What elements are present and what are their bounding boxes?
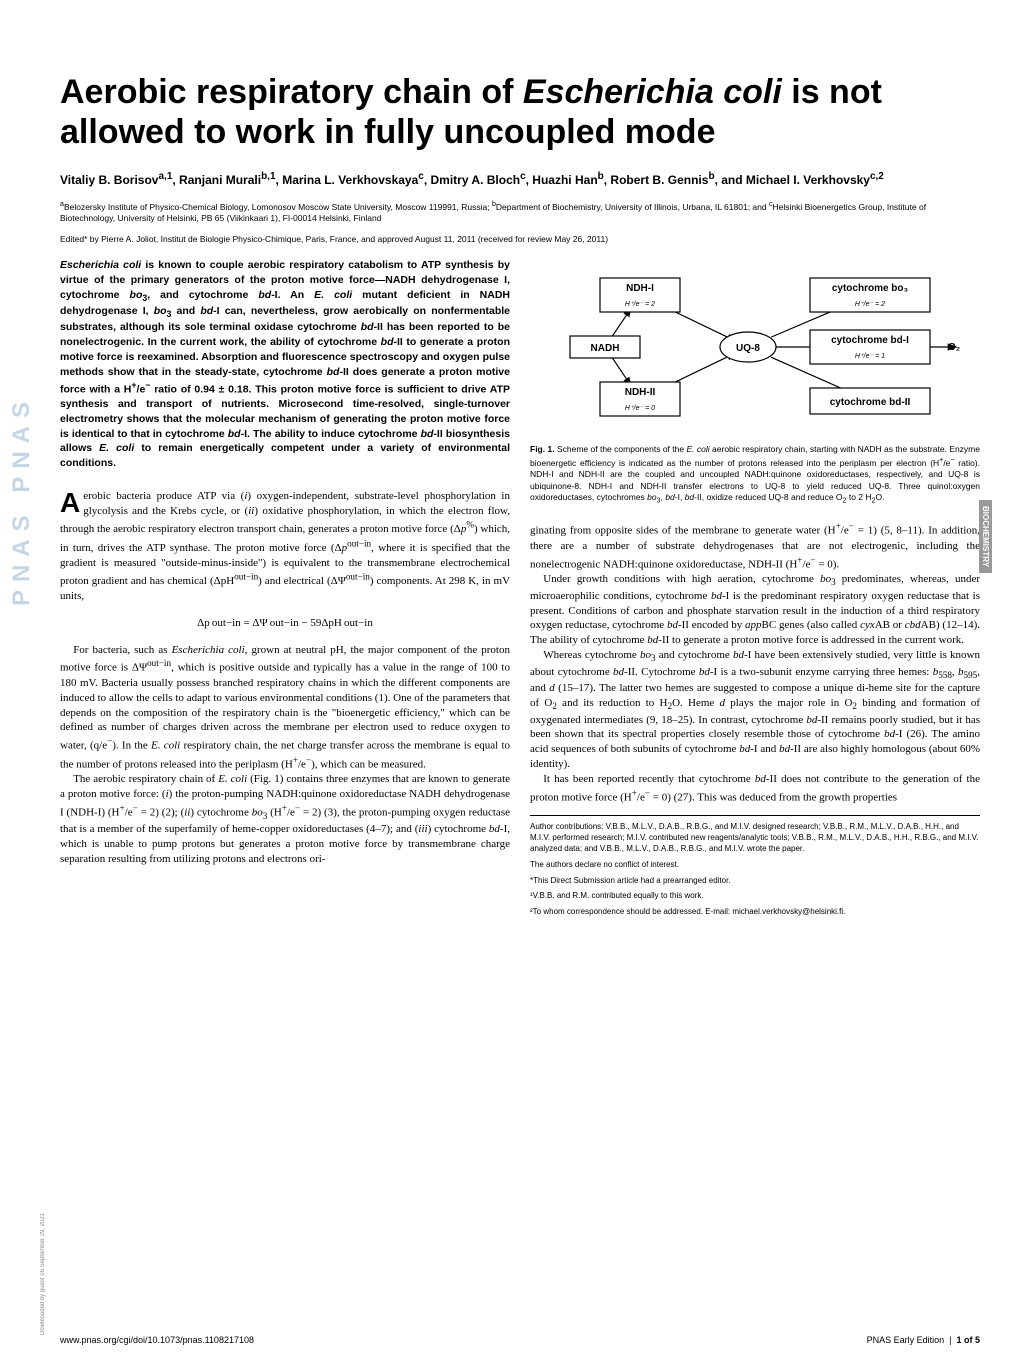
journal-sidebar-logo: PNAS PNAS: [8, 200, 46, 800]
figure-1: NDH-I H⁺/e⁻ = 2 NADH NDH-II H⁺/e⁻ = 0 UQ-8 cyt…: [530, 258, 980, 506]
svg-text:cytochrome bo₃: cytochrome bo₃: [832, 283, 909, 294]
svg-text:O₂: O₂: [948, 342, 960, 353]
svg-text:H⁺/e⁻ = 2: H⁺/e⁻ = 2: [855, 301, 885, 308]
svg-text:NADH: NADH: [591, 343, 620, 354]
svg-text:H⁺/e⁻ = 2: H⁺/e⁻ = 2: [625, 301, 655, 308]
dropcap: A: [60, 489, 83, 515]
body-p2: For bacteria, such as Escherichia coli, …: [60, 643, 510, 773]
page-content: Aerobic respiratory chain of Escherichia…: [60, 72, 980, 923]
svg-text:H⁺/e⁻ = 1: H⁺/e⁻ = 1: [855, 353, 885, 360]
figure-1-caption: Fig. 1. Scheme of the components of the …: [530, 444, 980, 506]
fn-contributions: Author contributions: V.B.B., M.L.V., D.…: [530, 822, 980, 854]
download-note: Downloaded by guest on September 29, 202…: [40, 1213, 46, 1335]
left-column: Escherichia coli is known to couple aero…: [60, 258, 510, 923]
svg-text:H⁺/e⁻ = 0: H⁺/e⁻ = 0: [625, 405, 655, 412]
body-right: ginating from opposite sides of the memb…: [530, 520, 980, 805]
editor-note: Edited* by Pierre A. Joliot, Institut de…: [60, 234, 980, 244]
affiliations: aBelozersky Institute of Physico-Chemica…: [60, 200, 980, 225]
body-r-p3: Whereas cytochrome bo3 and cytochrome bd…: [530, 648, 980, 772]
footnotes: Author contributions: V.B.B., M.L.V., D.…: [530, 815, 980, 918]
pnas-logo-text: PNAS PNAS: [8, 394, 46, 606]
svg-text:NDH-II: NDH-II: [625, 387, 656, 398]
fn-equal: ¹V.B.B. and R.M. contributed equally to …: [530, 891, 980, 902]
svg-text:UQ-8: UQ-8: [736, 343, 760, 354]
footer-doi: www.pnas.org/cgi/doi/10.1073/pnas.110821…: [60, 1335, 254, 1345]
fn-conflict: The authors declare no conflict of inter…: [530, 860, 980, 871]
figure-1-diagram: NDH-I H⁺/e⁻ = 2 NADH NDH-II H⁺/e⁻ = 0 UQ-8 cyt…: [530, 258, 980, 433]
abstract: Escherichia coli is known to couple aero…: [60, 258, 510, 470]
body-left: Aerobic bacteria produce ATP via (i) oxy…: [60, 489, 510, 867]
right-column: NDH-I H⁺/e⁻ = 2 NADH NDH-II H⁺/e⁻ = 0 UQ-8 cyt…: [530, 258, 980, 923]
two-column-layout: Escherichia coli is known to couple aero…: [60, 258, 980, 923]
article-title: Aerobic respiratory chain of Escherichia…: [60, 72, 980, 152]
svg-text:cytochrome bd-II: cytochrome bd-II: [830, 397, 911, 408]
fn-correspondence: ²To whom correspondence should be addres…: [530, 907, 980, 918]
section-label: BIOCHEMISTRY: [979, 500, 992, 573]
body-r-p4: It has been reported recently that cytoc…: [530, 772, 980, 805]
author-list: Vitaliy B. Borisova,1, Ranjani Muralib,1…: [60, 170, 980, 189]
svg-text:cytochrome bd-I: cytochrome bd-I: [831, 335, 909, 346]
page-footer: www.pnas.org/cgi/doi/10.1073/pnas.110821…: [60, 1335, 980, 1345]
body-r-p1: ginating from opposite sides of the memb…: [530, 520, 980, 572]
body-r-p2: Under growth conditions with high aerati…: [530, 572, 980, 648]
fn-submission: *This Direct Submission article had a pr…: [530, 876, 980, 887]
body-p1: Aerobic bacteria produce ATP via (i) oxy…: [60, 489, 510, 604]
equation-pmf: Δp out−in = ΔΨ out−in − 59ΔpH out−in: [60, 616, 510, 631]
body-p3: The aerobic respiratory chain of E. coli…: [60, 772, 510, 866]
footer-page-number: PNAS Early Edition | 1 of 5: [867, 1335, 980, 1345]
svg-text:NDH-I: NDH-I: [626, 283, 654, 294]
